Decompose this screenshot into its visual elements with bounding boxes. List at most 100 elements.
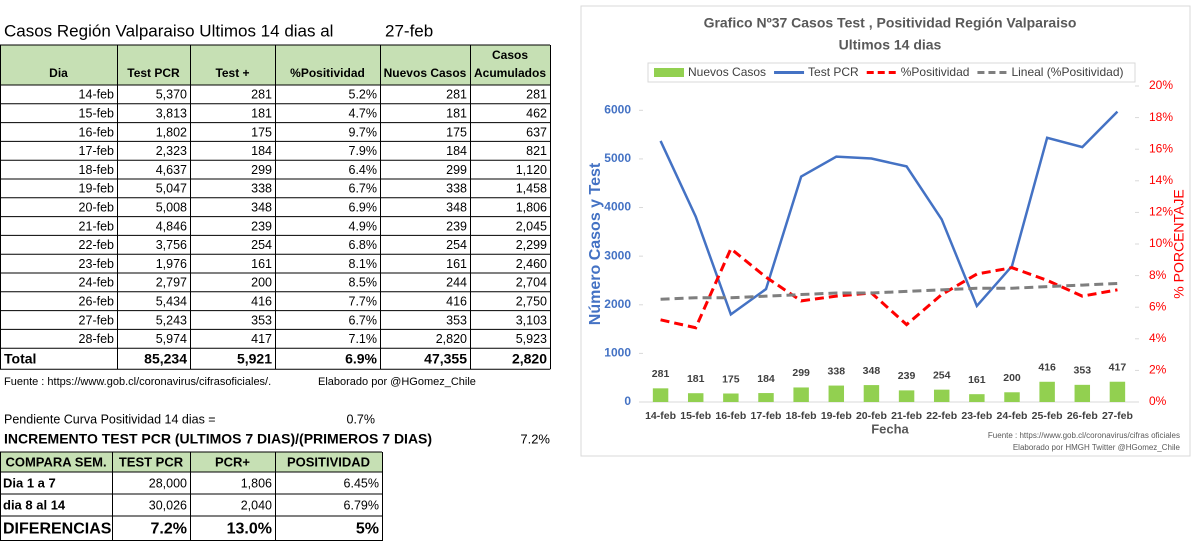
- x-tick-label: 24-feb: [997, 410, 1028, 422]
- cell: 281: [526, 88, 547, 102]
- cell: 22-feb: [79, 238, 114, 252]
- cell: 416: [446, 294, 467, 308]
- cell: 6.7%: [349, 182, 378, 196]
- cell: 6.4%: [349, 163, 378, 177]
- y-tick-label: 2000: [604, 297, 631, 311]
- source: Fuente : https://www.gob.cl/coronavirus/…: [4, 376, 271, 388]
- cell: 5,008: [156, 200, 187, 214]
- legend-label: %Positividad: [901, 65, 970, 79]
- cell: 7.7%: [349, 294, 378, 308]
- cell: 200: [251, 276, 272, 290]
- y-tick-label: 6000: [604, 102, 631, 116]
- x-tick-label: 15-feb: [680, 410, 711, 422]
- bar: [863, 385, 880, 402]
- legend-label: Lineal (%Positividad): [1011, 65, 1123, 79]
- bar: [933, 389, 950, 402]
- x-tick-label: 21-feb: [891, 410, 922, 422]
- line-series: [660, 246, 1118, 330]
- total-cell: 85,234: [144, 350, 187, 366]
- cell: 16-feb: [79, 125, 114, 139]
- y-axis-label: Número Casos y Test: [587, 162, 604, 325]
- cell: 299: [251, 163, 272, 177]
- increment-label: INCREMENTO TEST PCR (ULTIMOS 7 DIAS)/(PR…: [4, 431, 432, 447]
- total-cell: 5,921: [237, 350, 272, 366]
- bar: [723, 393, 739, 402]
- cell: 17-feb: [79, 144, 114, 158]
- data-label: 417: [1109, 362, 1127, 374]
- cell: 2,750: [516, 294, 547, 308]
- compare-cell: Dia 1 a 7: [3, 475, 56, 490]
- y2-tick-label: 16%: [1149, 141, 1173, 155]
- y2-tick-label: 18%: [1149, 110, 1173, 124]
- data-label: 299: [792, 367, 810, 379]
- cell: 5,370: [156, 88, 187, 102]
- x-tick-label: 23-feb: [961, 410, 992, 422]
- sheet-date: 27-feb: [385, 21, 433, 40]
- cell: 3,103: [516, 313, 547, 327]
- cell: 2,323: [156, 144, 187, 158]
- x-tick-label: 22-feb: [926, 410, 957, 422]
- x-tick-label: 25-feb: [1032, 410, 1063, 422]
- cell: 6.9%: [349, 200, 378, 214]
- chart-subtitle: Ultimos 14 dias: [839, 37, 942, 53]
- y2-tick-label: 12%: [1149, 205, 1173, 219]
- cell: 19-feb: [79, 182, 114, 196]
- cell: 184: [251, 144, 272, 158]
- compare-cell: 28,000: [149, 476, 187, 490]
- y2-tick-label: 8%: [1149, 268, 1167, 282]
- cell: 462: [526, 106, 547, 120]
- chart-frame: [580, 5, 1191, 457]
- cell: 2,460: [516, 257, 547, 271]
- column-header: %Positividad: [290, 66, 365, 80]
- column-header: Test PCR: [127, 66, 180, 80]
- legend-swatch: [654, 68, 684, 77]
- cell: 3,756: [156, 238, 187, 252]
- legend-label: Test PCR: [808, 65, 859, 79]
- y2-tick-label: 4%: [1149, 331, 1167, 345]
- data-label: 200: [1003, 372, 1021, 384]
- data-label: 175: [722, 373, 740, 385]
- cell: 281: [251, 88, 272, 102]
- bar: [828, 385, 845, 402]
- data-label: 181: [687, 373, 705, 385]
- x-tick-label: 26-feb: [1067, 410, 1098, 422]
- line-series: [660, 282, 1118, 301]
- cell: 5.2%: [349, 88, 378, 102]
- cell: 254: [251, 238, 272, 252]
- data-label: 281: [652, 368, 670, 380]
- total-cell: 47,355: [424, 350, 467, 366]
- y-tick-label: 1000: [604, 346, 631, 360]
- cell: 161: [446, 257, 467, 271]
- bar: [652, 388, 669, 402]
- cell: 175: [251, 125, 272, 139]
- sheet-title: Casos Región Valparaiso Ultimos 14 dias …: [4, 21, 333, 40]
- x-tick-label: 18-feb: [786, 410, 817, 422]
- cell: 2,797: [156, 276, 187, 290]
- cell: 20-feb: [79, 200, 114, 214]
- cell: 5,243: [156, 313, 187, 327]
- cell: 4,846: [156, 219, 187, 233]
- cell: 5,434: [156, 294, 187, 308]
- data-label: 184: [757, 373, 775, 385]
- data-label: 348: [863, 365, 881, 377]
- column-header: Casos Acumulados: [474, 48, 546, 80]
- y2-tick-label: 2%: [1149, 363, 1167, 377]
- cell: 5,047: [156, 182, 187, 196]
- chart-note: Elaborado por HMGH Twitter @HGomez_Chile: [1013, 443, 1181, 452]
- cell: 299: [446, 163, 467, 177]
- y-tick-label: 4000: [604, 200, 631, 214]
- cell: 254: [446, 238, 467, 252]
- cell: 161: [251, 257, 272, 271]
- x-tick-label: 19-feb: [821, 410, 852, 422]
- column-header: Test +: [215, 66, 249, 80]
- x-tick-label: 16-feb: [715, 410, 746, 422]
- cell: 244: [446, 276, 467, 290]
- cell: 8.1%: [349, 257, 378, 271]
- cell: 3,813: [156, 106, 187, 120]
- bar: [969, 394, 985, 402]
- bar: [1074, 384, 1091, 402]
- cell: 7.9%: [349, 144, 378, 158]
- data-label: 353: [1074, 365, 1092, 377]
- cell: 15-feb: [79, 106, 114, 120]
